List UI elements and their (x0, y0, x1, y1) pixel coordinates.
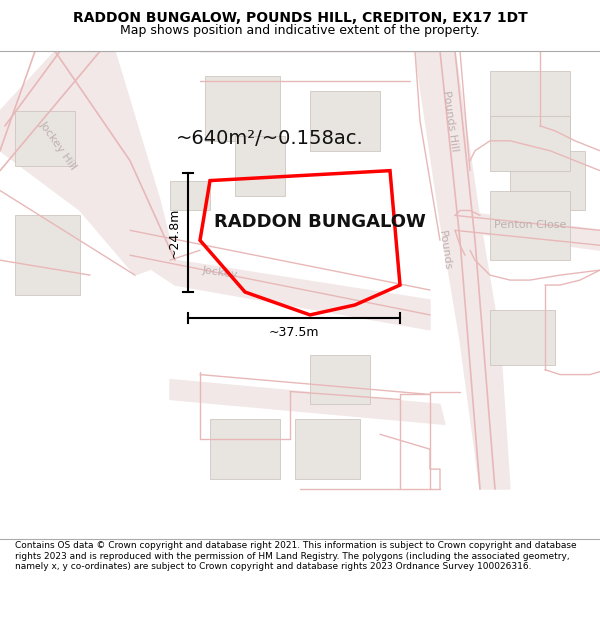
Bar (310, 355, 370, 404)
Bar (490, 310, 555, 364)
Bar (15, 111, 75, 166)
Polygon shape (0, 51, 175, 275)
Text: Jockey: Jockey (202, 264, 238, 279)
Text: Jockey Hill: Jockey Hill (38, 119, 79, 172)
Polygon shape (130, 231, 430, 330)
Bar (15, 216, 80, 295)
Text: Pounds: Pounds (437, 229, 453, 271)
Bar (490, 116, 570, 171)
Bar (510, 151, 585, 211)
Text: Map shows position and indicative extent of the property.: Map shows position and indicative extent… (120, 24, 480, 37)
Text: RADDON BUNGALOW, POUNDS HILL, CREDITON, EX17 1DT: RADDON BUNGALOW, POUNDS HILL, CREDITON, … (73, 11, 527, 25)
Bar (295, 419, 360, 479)
Text: RADDON BUNGALOW: RADDON BUNGALOW (214, 213, 426, 231)
Bar (490, 191, 570, 260)
Bar (490, 71, 570, 141)
Text: ~37.5m: ~37.5m (269, 326, 319, 339)
Polygon shape (415, 51, 510, 489)
Text: ~24.8m: ~24.8m (168, 207, 181, 258)
Polygon shape (170, 379, 445, 424)
Text: Penton Close: Penton Close (494, 221, 566, 231)
Text: Pounds Hill: Pounds Hill (441, 90, 459, 152)
Text: Contains OS data © Crown copyright and database right 2021. This information is : Contains OS data © Crown copyright and d… (15, 541, 577, 571)
Bar (205, 76, 280, 141)
Bar (310, 91, 380, 151)
Bar (210, 419, 280, 479)
Text: ~640m²/~0.158ac.: ~640m²/~0.158ac. (176, 129, 364, 148)
Bar (235, 136, 285, 196)
Bar (170, 181, 210, 211)
Polygon shape (455, 211, 600, 250)
